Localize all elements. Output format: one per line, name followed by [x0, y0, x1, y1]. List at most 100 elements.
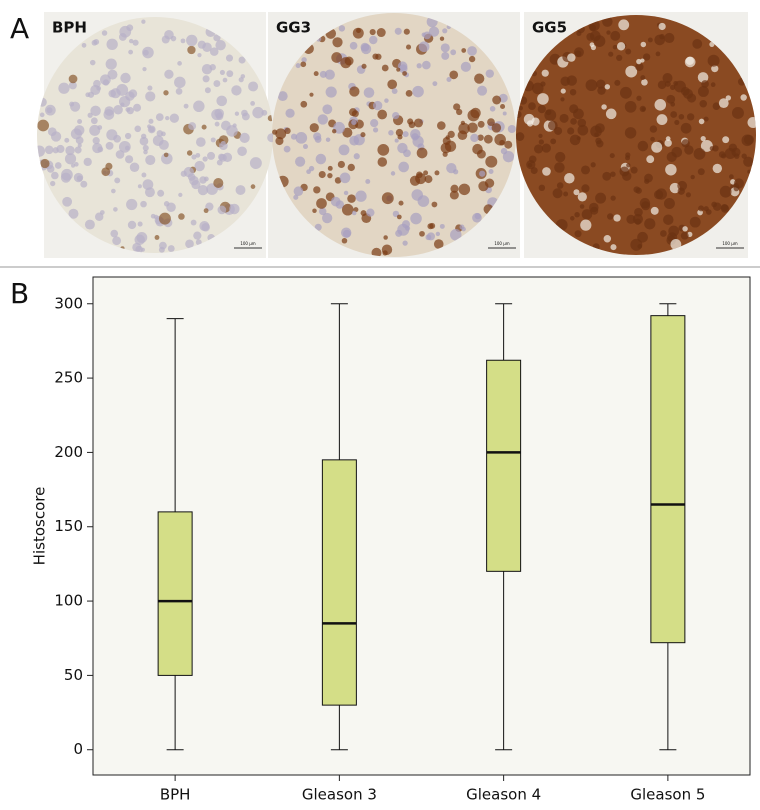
cell — [423, 170, 429, 176]
cell — [40, 158, 50, 169]
cell — [446, 77, 452, 83]
cell — [692, 38, 703, 49]
cell — [447, 130, 455, 139]
cell — [601, 104, 607, 110]
cell — [718, 98, 729, 109]
cell — [370, 119, 379, 128]
cell — [431, 201, 438, 208]
cell — [489, 105, 496, 112]
cell — [470, 133, 479, 143]
cell — [191, 154, 197, 160]
cell — [202, 42, 212, 53]
cell — [574, 211, 580, 218]
cell — [581, 165, 590, 175]
cell — [499, 139, 505, 146]
cell — [371, 247, 382, 257]
cell — [674, 119, 680, 126]
cell — [537, 105, 546, 114]
cell — [133, 103, 142, 112]
cell — [468, 55, 476, 63]
cell — [518, 105, 523, 111]
cell — [237, 146, 247, 157]
cell — [632, 214, 643, 225]
cell — [261, 109, 268, 116]
cell — [189, 175, 199, 186]
cell — [347, 163, 355, 172]
cell — [337, 160, 345, 169]
cell — [216, 95, 228, 107]
cell — [567, 53, 576, 62]
cell — [369, 35, 378, 45]
cell — [633, 186, 641, 193]
cell — [458, 183, 471, 196]
cell — [440, 142, 452, 154]
cell — [698, 205, 705, 212]
cell — [234, 111, 240, 116]
cell — [325, 86, 337, 98]
x-tick-label: Gleason 3 — [302, 786, 377, 804]
cell — [392, 111, 400, 120]
cell — [248, 81, 259, 92]
cell — [577, 192, 587, 202]
cell — [450, 49, 457, 56]
cell — [697, 72, 709, 83]
cell — [619, 86, 632, 99]
cell — [137, 221, 143, 227]
cell — [545, 109, 552, 116]
cell — [699, 99, 708, 108]
cell — [625, 65, 638, 78]
cell — [442, 136, 451, 145]
texture — [272, 16, 516, 257]
cell — [731, 147, 741, 157]
cell — [518, 96, 528, 105]
cell — [630, 238, 643, 251]
cell — [142, 66, 147, 72]
box — [486, 359, 522, 572]
cell — [449, 70, 459, 80]
cell — [58, 82, 70, 94]
image-label: GG3 — [276, 19, 311, 37]
cell — [381, 244, 393, 255]
plot-area — [92, 276, 751, 776]
cell — [641, 79, 648, 86]
cell — [154, 235, 160, 240]
cell — [381, 192, 394, 205]
cell — [432, 81, 438, 87]
cell — [157, 189, 165, 197]
cell — [137, 184, 142, 189]
cell — [560, 97, 565, 102]
cell — [134, 234, 145, 246]
cell — [604, 84, 611, 90]
cell — [341, 227, 352, 238]
cell — [550, 138, 557, 145]
cell — [664, 139, 672, 147]
cell — [50, 180, 56, 187]
cell — [141, 19, 146, 24]
cell — [538, 133, 543, 138]
cell — [332, 37, 343, 48]
cell — [142, 46, 154, 59]
cell — [161, 152, 173, 165]
cell — [394, 27, 402, 35]
cell — [209, 47, 219, 56]
cell — [376, 28, 386, 38]
cell — [217, 205, 227, 215]
cell — [302, 144, 308, 150]
cell — [563, 191, 569, 197]
cell — [581, 184, 590, 193]
cell — [614, 79, 621, 86]
cell — [332, 128, 337, 134]
cell — [47, 127, 57, 137]
cell — [446, 162, 457, 174]
cell — [603, 235, 612, 243]
cell — [202, 75, 210, 83]
cell — [537, 93, 549, 105]
box — [321, 459, 357, 706]
cell — [423, 31, 431, 40]
cell — [76, 175, 83, 182]
cell — [424, 175, 433, 184]
cell — [668, 225, 680, 237]
cell — [383, 235, 388, 240]
cell — [226, 70, 234, 78]
cell — [250, 184, 256, 189]
